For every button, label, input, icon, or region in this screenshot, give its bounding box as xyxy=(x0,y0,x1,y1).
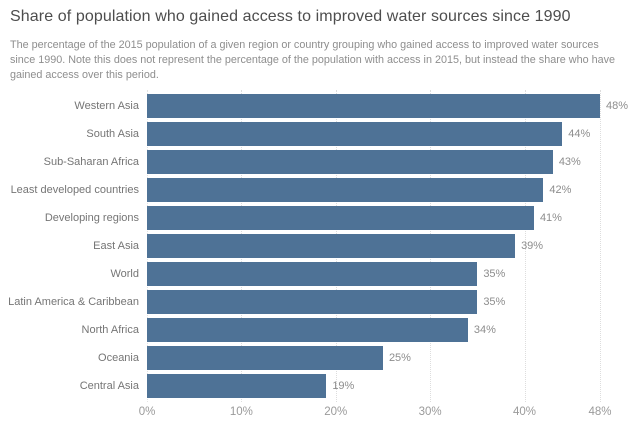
value-label: 41% xyxy=(539,212,562,224)
category-label: World xyxy=(110,268,139,280)
value-label: 48% xyxy=(606,100,629,112)
bar-row: Sub-Saharan Africa 43% xyxy=(0,150,640,174)
bar xyxy=(147,150,553,174)
x-axis-tick: 40% xyxy=(512,406,537,418)
value-label: 25% xyxy=(388,352,411,364)
category-label: Central Asia xyxy=(79,380,139,392)
bar xyxy=(147,290,478,314)
x-axis-tick: 0% xyxy=(138,406,156,418)
bar xyxy=(147,262,478,286)
bar xyxy=(147,206,534,230)
value-label: 35% xyxy=(483,268,506,280)
category-label: Developing regions xyxy=(44,212,139,224)
category-label: East Asia xyxy=(93,240,139,252)
category-label: South Asia xyxy=(86,128,139,140)
value-label: 35% xyxy=(483,296,506,308)
value-label: 43% xyxy=(558,156,581,168)
category-label: Latin America & Caribbean xyxy=(8,296,139,308)
bar-row: Developing regions 41% xyxy=(0,206,640,230)
bar xyxy=(147,234,516,258)
gridline-48 xyxy=(600,90,601,402)
category-label: Sub-Saharan Africa xyxy=(43,156,139,168)
bar-row: Oceania 25% xyxy=(0,346,640,370)
bar-row: Western Asia 48% xyxy=(0,94,640,118)
bar xyxy=(147,346,383,370)
category-label: North Africa xyxy=(81,324,139,336)
x-axis-tick: 20% xyxy=(324,406,348,418)
category-label: Western Asia xyxy=(74,100,139,112)
value-label: 44% xyxy=(568,128,591,140)
bar-row: North Africa 34% xyxy=(0,318,640,342)
category-label: Least developed countries xyxy=(10,184,139,196)
bar xyxy=(147,122,563,146)
gridline-40 xyxy=(524,90,526,402)
bar xyxy=(147,318,468,342)
category-label: Oceania xyxy=(98,352,139,364)
bar xyxy=(147,94,600,118)
bar-row: World 35% xyxy=(0,262,640,286)
value-label: 19% xyxy=(332,380,355,392)
value-label: 39% xyxy=(521,240,544,252)
bar-row: Latin America & Caribbean 35% xyxy=(0,290,640,314)
bar-chart: Western Asia 48% South Asia 44% Sub-Saharan … xyxy=(0,90,640,437)
bar-row: East Asia 39% xyxy=(0,234,640,258)
value-label: 34% xyxy=(473,324,496,336)
value-label: 42% xyxy=(549,184,572,196)
chart-subtitle: The percentage of the 2015 population of… xyxy=(10,39,616,81)
bar-row: Least developed countries 42% xyxy=(0,178,640,202)
chart-title: Share of population who gained access to… xyxy=(10,8,571,25)
x-axis-tick: 30% xyxy=(418,406,442,418)
x-axis-tick: 10% xyxy=(229,406,253,418)
bar-row: South Asia 44% xyxy=(0,122,640,146)
bar-row: Central Asia 19% xyxy=(0,374,640,398)
bar xyxy=(147,178,544,202)
bar xyxy=(147,374,327,398)
x-axis-tick: 48% xyxy=(588,406,612,418)
